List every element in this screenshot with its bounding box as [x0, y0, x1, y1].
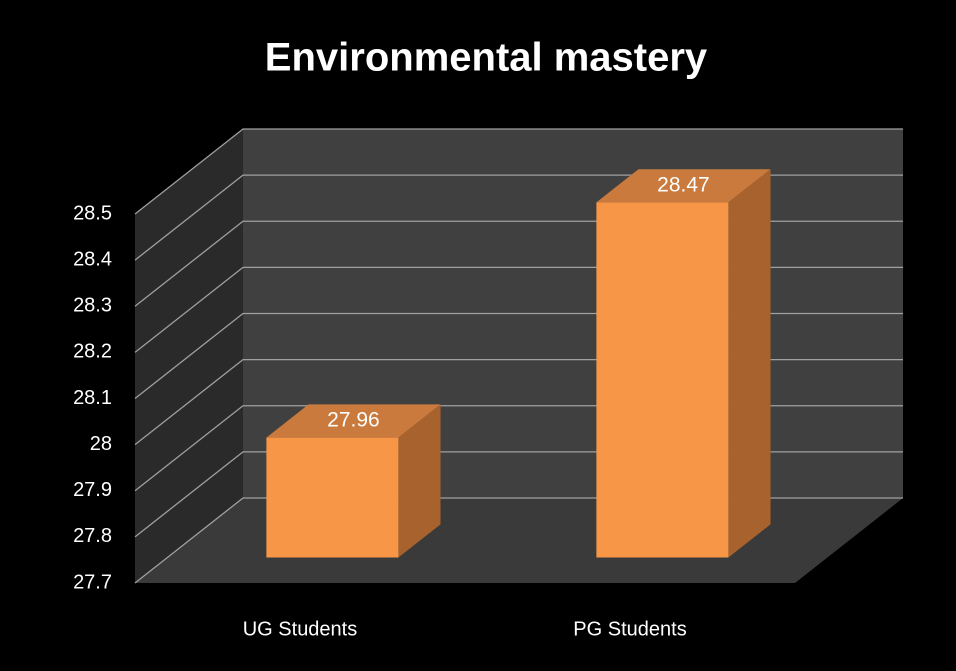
chart-title: Environmental mastery: [265, 36, 708, 80]
y-tick-label: 28.1: [73, 387, 112, 409]
floor: [135, 498, 903, 583]
bar-front: [266, 437, 399, 558]
x-tick-label: PG Students: [573, 618, 686, 640]
y-tick-label: 28.5: [73, 202, 112, 224]
y-tick-label: 28: [90, 433, 112, 455]
grid-line: [134, 128, 903, 215]
value-label: 27.96: [327, 409, 380, 432]
y-tick-label: 27.7: [73, 571, 112, 593]
bar-side: [728, 169, 771, 558]
y-tick-label: 27.8: [73, 525, 112, 547]
value-label: 28.47: [657, 173, 710, 196]
bar-front: [596, 202, 729, 558]
y-tick-label: 27.9: [73, 479, 112, 501]
y-tick-label: 28.4: [73, 248, 112, 270]
bar: [266, 404, 441, 558]
bar-side: [398, 404, 441, 558]
bar: [596, 169, 771, 558]
bar-top: [266, 404, 441, 438]
y-tick-label: 28.2: [73, 341, 112, 363]
y-tick-label: 28.3: [73, 295, 112, 317]
x-tick-label: UG Students: [243, 618, 358, 640]
bar-top: [596, 169, 771, 203]
